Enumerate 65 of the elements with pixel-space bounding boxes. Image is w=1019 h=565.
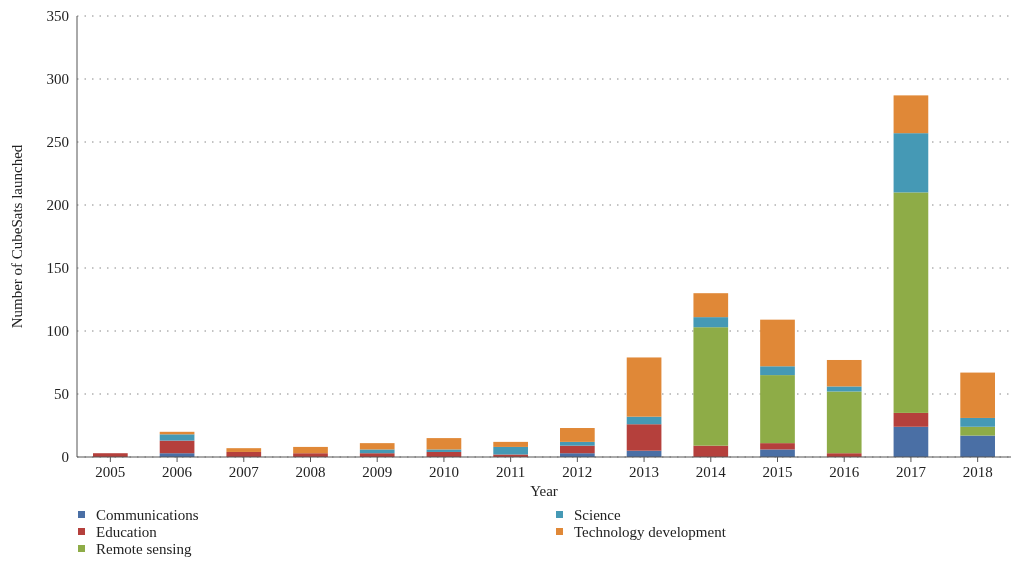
bar: [293, 446, 328, 454]
bar: [693, 317, 729, 328]
bar: [626, 424, 662, 451]
y-axis-title: Number of CubeSats launched: [9, 144, 25, 329]
bar: [960, 372, 995, 418]
bar: [960, 417, 995, 427]
x-tick-label: 2018: [962, 464, 993, 480]
bar: [693, 327, 729, 446]
bar: [893, 192, 929, 413]
x-tick-label: 2011: [495, 464, 526, 480]
legend-label: Education: [96, 524, 158, 541]
legend-label: Remote sensing: [96, 541, 192, 558]
bar: [826, 391, 862, 454]
bar: [826, 359, 862, 387]
bar: [760, 375, 795, 444]
bar: [893, 95, 929, 134]
y-tick-label: 200: [46, 197, 69, 214]
bar: [960, 435, 995, 457]
y-tick-label: 350: [46, 8, 69, 25]
y-tick-label: 50: [54, 386, 69, 403]
bar: [760, 443, 795, 450]
x-tick-label: 2007: [228, 464, 260, 480]
x-tick-label: 2010: [428, 464, 459, 480]
bar: [626, 416, 662, 425]
bar: [159, 434, 195, 441]
x-tick-label: 2005: [95, 464, 126, 480]
bar: [560, 428, 595, 442]
bar: [226, 448, 262, 452]
bar: [893, 133, 929, 193]
y-tick-label: 0: [61, 449, 69, 466]
x-tick-label: 2013: [629, 464, 660, 480]
bar: [426, 438, 462, 450]
bar: [426, 449, 462, 452]
legend-label: Technology development: [574, 524, 727, 541]
y-tick-label: 250: [46, 134, 69, 151]
x-tick-label: 2012: [562, 464, 593, 480]
bar: [693, 293, 729, 318]
x-tick-label: 2014: [695, 464, 727, 480]
bar: [893, 412, 929, 427]
x-tick-label: 2017: [895, 464, 927, 480]
x-tick-label: 2006: [162, 464, 193, 480]
bar: [893, 426, 929, 457]
x-tick-label: 2016: [829, 464, 860, 480]
bar: [359, 443, 395, 450]
bar: [359, 449, 395, 454]
x-axis-title: Year: [530, 483, 558, 499]
bar: [960, 426, 995, 436]
y-tick-label: 150: [46, 260, 69, 277]
x-tick-label: 2009: [362, 464, 393, 480]
bar: [760, 366, 795, 376]
bar: [760, 319, 795, 367]
bar: [493, 441, 528, 447]
legend-label: Communications: [96, 507, 199, 524]
bar: [560, 445, 595, 454]
x-tick-label: 2008: [295, 464, 326, 480]
legend-label: Science: [574, 507, 621, 524]
y-tick-label: 100: [46, 323, 69, 340]
bar: [760, 449, 795, 457]
bar: [626, 357, 662, 417]
bar: [560, 441, 595, 446]
bar: [826, 386, 862, 392]
y-tick-label: 300: [46, 71, 69, 88]
bar: [493, 446, 528, 455]
x-tick-label: 2015: [762, 464, 793, 480]
bar: [159, 440, 195, 454]
